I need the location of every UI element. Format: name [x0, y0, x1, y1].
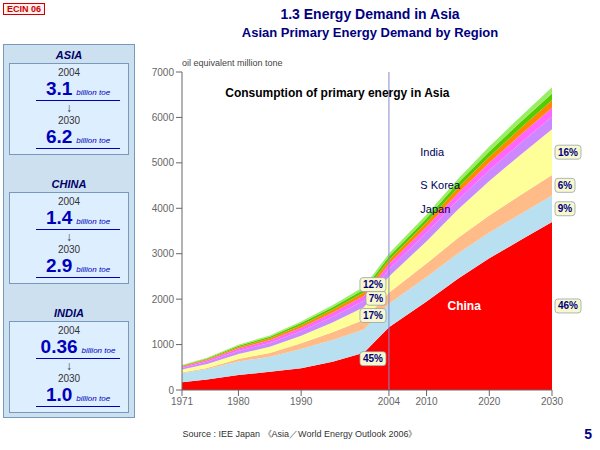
svg-text:2000: 2000 [152, 294, 175, 305]
svg-text:2004: 2004 [378, 396, 401, 407]
svg-text:17%: 17% [363, 310, 383, 321]
html-text:6.2: 6.2 [45, 126, 73, 147]
html-text:0.36: 0.36 [40, 336, 78, 357]
svg-text:India: India [420, 146, 445, 158]
svg-text:2010: 2010 [415, 396, 438, 407]
html-text:2030: 2030 [57, 244, 81, 255]
html-text:CHINA: CHINA [51, 178, 87, 190]
html-text:ECIN 06: ECIN 06 [7, 4, 41, 14]
html-text:billion toe: billion toe [76, 394, 111, 403]
svg-text:China: China [448, 299, 482, 313]
svg-text:6000: 6000 [152, 112, 175, 123]
html-text:billion toe: billion toe [76, 136, 111, 145]
html-text:1.3 Energy Demand in Asia: 1.3 Energy Demand in Asia [280, 6, 460, 22]
svg-text:45%: 45% [363, 353, 383, 364]
html-text:2030: 2030 [57, 373, 81, 384]
html-text:3.1: 3.1 [45, 78, 73, 99]
html-text:2004: 2004 [57, 325, 81, 336]
html-text:Source : IEE Japan 《Asia／World: Source : IEE Japan 《Asia／World Energy Ou… [182, 429, 418, 439]
svg-text:12%: 12% [363, 279, 383, 290]
svg-text:7000: 7000 [152, 67, 175, 78]
svg-text:2030: 2030 [541, 396, 564, 407]
svg-text:6%: 6% [558, 180, 573, 191]
html-text:1.4: 1.4 [45, 207, 73, 228]
html-text:2.9: 2.9 [45, 255, 73, 276]
html-text:ASIA: ASIA [55, 49, 83, 61]
svg-text:9%: 9% [558, 203, 573, 214]
svg-text:Japan: Japan [420, 203, 450, 215]
html-text:billion toe: billion toe [76, 217, 111, 226]
html-text:2030: 2030 [57, 115, 81, 126]
html-text:5: 5 [584, 426, 592, 442]
svg-text:7%: 7% [369, 293, 384, 304]
svg-text:16%: 16% [558, 147, 578, 158]
svg-text:2020: 2020 [478, 396, 501, 407]
svg-text:1000: 1000 [152, 339, 175, 350]
html-text:2004: 2004 [57, 196, 81, 207]
svg-text:0: 0 [168, 385, 174, 396]
svg-text:3000: 3000 [152, 248, 175, 259]
html-text:1.0: 1.0 [45, 384, 73, 405]
html-text:billion toe: billion toe [76, 88, 111, 97]
html-text:Consumption of primary energy: Consumption of primary energy in Asia [225, 86, 450, 100]
svg-text:5000: 5000 [152, 157, 175, 168]
html-text:Asian Primary Energy Demand by: Asian Primary Energy Demand by Region [241, 25, 499, 40]
svg-text:46%: 46% [558, 300, 578, 311]
html-text:INDIA: INDIA [54, 307, 84, 319]
svg-text:1980: 1980 [227, 396, 250, 407]
html-text:oil equivalent million tone: oil equivalent million tone [182, 58, 283, 68]
html-text:2004: 2004 [57, 67, 81, 78]
svg-text:1990: 1990 [290, 396, 313, 407]
svg-text:1971: 1971 [171, 396, 194, 407]
svg-text:4000: 4000 [152, 203, 175, 214]
html-text:billion toe: billion toe [76, 265, 111, 274]
html-text:billion toe: billion toe [81, 346, 116, 355]
svg-text:S Korea: S Korea [420, 179, 461, 191]
